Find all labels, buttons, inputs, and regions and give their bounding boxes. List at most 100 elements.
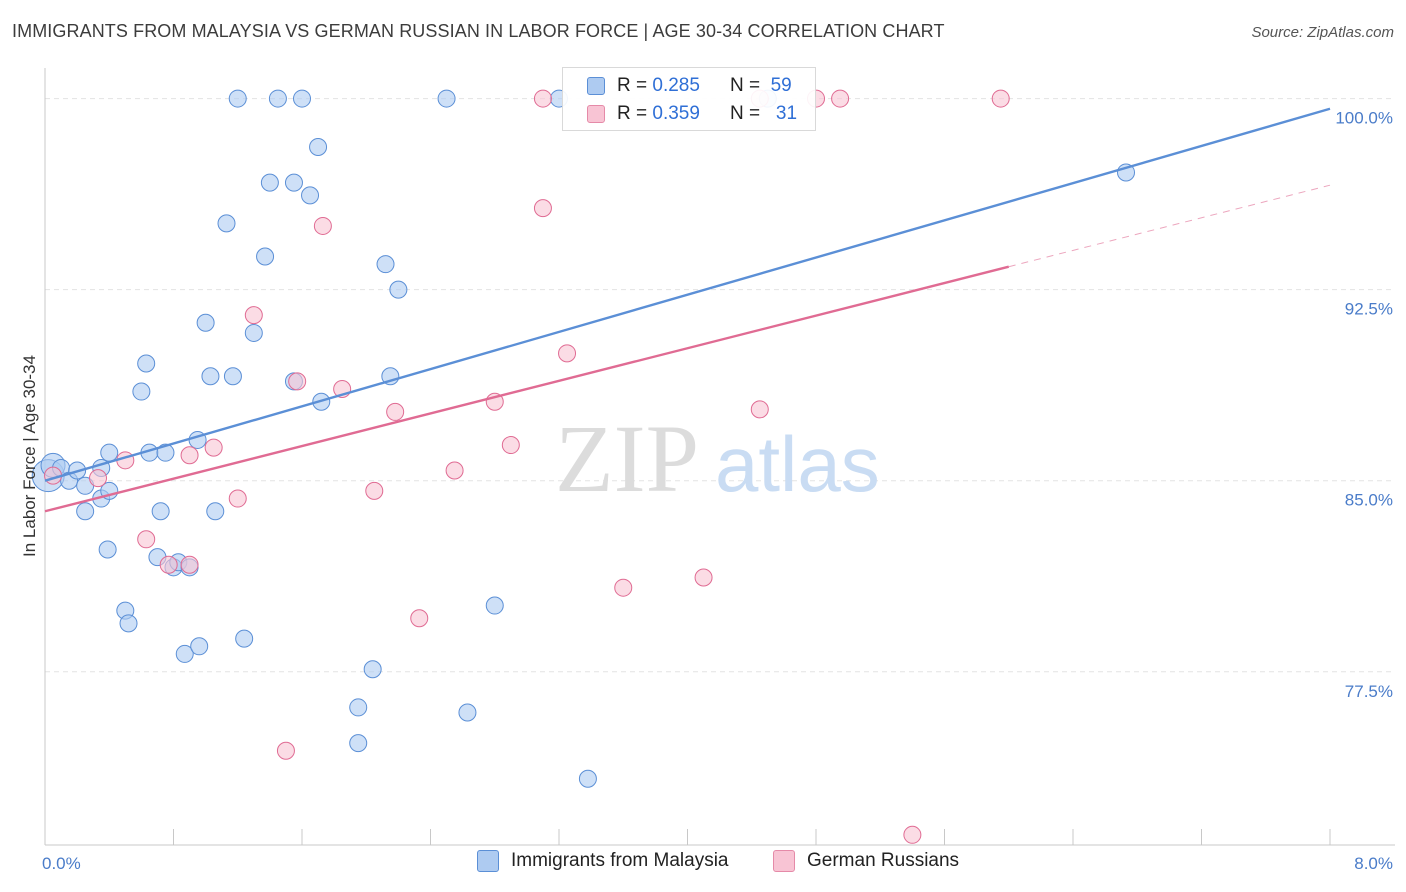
- grid-lines: [45, 98, 1395, 673]
- german-russians-point: [159, 555, 178, 574]
- legend-row-malaysia: R = 0.285 N = 59: [563, 72, 792, 100]
- german-russians-point: [228, 489, 247, 508]
- malaysia-point: [100, 443, 119, 462]
- german-russians-point: [903, 825, 922, 844]
- watermark: ZIP atlas: [555, 405, 880, 512]
- german-russians-point: [831, 89, 850, 108]
- german-russians-point: [410, 609, 429, 628]
- german-russians-point: [244, 306, 263, 325]
- malaysia-point: [223, 367, 242, 386]
- malaysia-point: [256, 247, 275, 266]
- malaysia-point: [578, 769, 597, 788]
- malaysia-point: [260, 173, 279, 192]
- german-russians-point: [89, 469, 108, 488]
- legend-item-german-russians: German Russians: [773, 850, 959, 872]
- malaysia-point: [119, 614, 138, 633]
- german-russians-point: [288, 372, 307, 391]
- malaysia-point: [228, 89, 247, 108]
- y-tick-label: 77.5%: [1345, 682, 1393, 701]
- german-russians-point: [558, 344, 577, 363]
- watermark-atlas: atlas: [715, 420, 880, 508]
- german-russians-point: [533, 199, 552, 218]
- malaysia-point: [235, 629, 254, 648]
- german-russians-point: [180, 446, 199, 465]
- legend-n-malaysia: 59: [770, 75, 792, 96]
- watermark-zip: ZIP: [555, 405, 699, 512]
- malaysia-point: [293, 89, 311, 108]
- correlation-legend: R = 0.285 N = 59 R = 0.359 N = 31: [562, 67, 816, 131]
- german-russians-point: [137, 530, 156, 549]
- malaysia-point: [175, 644, 194, 663]
- legend-item-malaysia: Immigrants from Malaysia: [477, 850, 729, 872]
- malaysia-point: [190, 637, 209, 656]
- legend-label-german-russians: German Russians: [807, 850, 960, 871]
- german-russians-point: [694, 568, 713, 587]
- y-tick-label: 100.0%: [1335, 109, 1393, 128]
- german-russians-point: [445, 461, 464, 480]
- german-russians-point: [180, 555, 199, 574]
- german-russians-point: [276, 741, 295, 760]
- malaysia-point: [98, 540, 117, 559]
- malaysia-point: [349, 734, 368, 753]
- german-russians-point: [614, 578, 633, 597]
- malaysia-trendline: [44, 107, 1331, 482]
- series-legend: Immigrants from Malaysia German Russians: [0, 850, 1406, 878]
- legend-r-german-russians: 0.359: [652, 103, 700, 124]
- malaysia-point: [151, 502, 170, 521]
- malaysia-point: [201, 367, 220, 386]
- malaysia-point: [389, 280, 408, 299]
- legend-swatch-malaysia: [477, 850, 499, 872]
- legend-n-german-russians: 31: [775, 103, 798, 124]
- legend-swatch-malaysia: [587, 77, 605, 95]
- malaysia-point: [76, 502, 95, 521]
- malaysia-point: [156, 443, 175, 462]
- malaysia-point: [437, 89, 456, 108]
- malaysia-point: [485, 596, 504, 615]
- german-russians-point: [365, 481, 384, 500]
- x-tick-label-max: 8.0%: [1354, 854, 1393, 873]
- malaysia-point: [301, 186, 320, 205]
- malaysia-point: [349, 698, 368, 717]
- legend-swatch-german-russians: [773, 850, 795, 872]
- malaysia-point: [196, 313, 215, 332]
- german-russians-point: [386, 402, 405, 421]
- malaysia-point: [206, 502, 225, 521]
- malaysia-point: [309, 137, 328, 156]
- malaysia-point: [217, 214, 236, 233]
- malaysia-point: [284, 173, 303, 192]
- legend-label-malaysia: Immigrants from Malaysia: [511, 850, 729, 871]
- malaysia-point: [244, 323, 263, 342]
- y-tick-label: 92.5%: [1345, 300, 1393, 319]
- malaysia-point: [458, 703, 477, 722]
- german-russians-point: [313, 216, 332, 235]
- x-tick-label-min: 0.0%: [42, 854, 81, 873]
- y-tick-labels: 77.5% 85.0% 92.5% 100.0%: [1335, 109, 1393, 701]
- malaysia-point: [268, 89, 287, 108]
- german-russians-point: [204, 438, 223, 457]
- german-russians-trendline: [44, 265, 1010, 513]
- legend-n-label: N =: [729, 75, 761, 96]
- legend-r-label: R =: [617, 75, 648, 96]
- legend-r-malaysia: 0.285: [652, 75, 700, 96]
- legend-swatch-german-russians: [587, 105, 605, 123]
- legend-row-german-russians: R = 0.359 N = 31: [563, 100, 797, 128]
- german-russians-point: [501, 436, 520, 455]
- trendlines: [44, 107, 1331, 513]
- malaysia-point: [363, 660, 382, 679]
- malaysia-point: [137, 354, 156, 373]
- legend-r-label: R =: [617, 103, 648, 124]
- chart-title: IMMIGRANTS FROM MALAYSIA VS GERMAN RUSSI…: [12, 21, 945, 41]
- data-points: [31, 89, 1136, 844]
- german-russians-trendline-extension: [1008, 184, 1331, 268]
- malaysia-point: [376, 255, 395, 274]
- german-russians-point: [533, 89, 552, 108]
- german-russians-point: [750, 400, 769, 419]
- y-axis-label: In Labor Force | Age 30-34: [20, 355, 39, 557]
- german-russians-point: [991, 89, 1010, 108]
- y-tick-label: 85.0%: [1345, 491, 1393, 510]
- legend-n-label: N =: [729, 103, 761, 124]
- source-note: Source: ZipAtlas.com: [1251, 24, 1394, 41]
- malaysia-point: [132, 382, 151, 401]
- x-tick-labels: 0.0% 8.0%: [42, 854, 1393, 873]
